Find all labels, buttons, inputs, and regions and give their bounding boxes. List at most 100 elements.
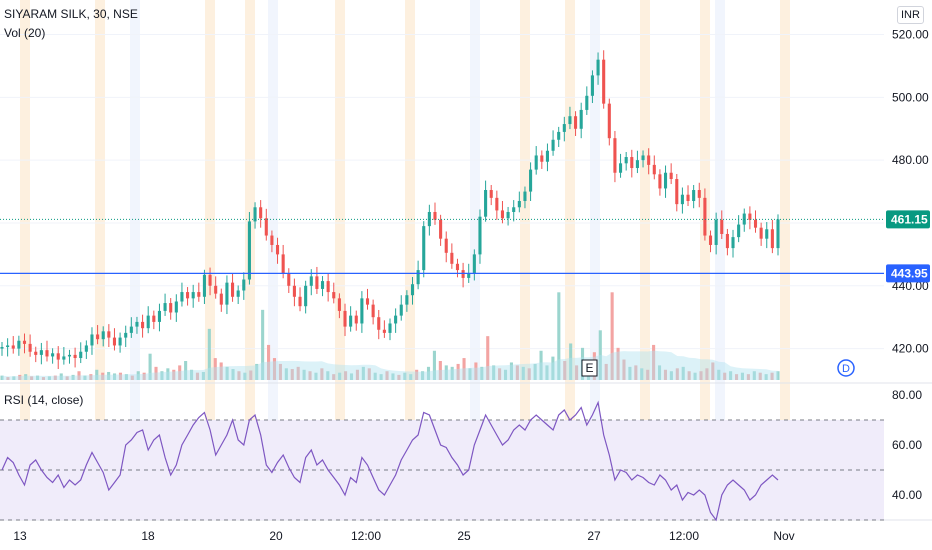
candle-body [590, 75, 594, 96]
candle-body [416, 270, 420, 285]
volume-bar [261, 309, 265, 380]
session-band [715, 0, 725, 520]
volume-bar [391, 373, 395, 380]
volume-bar [480, 366, 484, 380]
volume-bar [373, 372, 377, 380]
candle-body [377, 317, 381, 330]
candle-body [287, 273, 291, 286]
volume-bar [758, 372, 762, 380]
volume-bar [776, 371, 780, 380]
candle-body [512, 207, 516, 212]
volume-bar [474, 362, 478, 380]
candle-body [495, 197, 499, 211]
dividend-marker: D [842, 363, 850, 375]
volume-bar [723, 372, 727, 380]
price-tick-label: 420.00 [892, 342, 929, 356]
candle-body [765, 229, 769, 239]
candle-body [382, 329, 386, 333]
candle-body [663, 172, 668, 189]
volume-bar [231, 369, 235, 380]
volume-bar [338, 372, 342, 380]
candle-body [231, 282, 235, 297]
candle-body [304, 285, 308, 307]
volume-bar [0, 375, 4, 380]
volume-bar [563, 361, 567, 380]
rsi-indicator-label: RSI (14, close) [4, 393, 84, 407]
volume-bar [326, 371, 330, 380]
candle-body [422, 226, 426, 271]
volume-bar [385, 371, 389, 380]
candle-body [96, 334, 100, 340]
volume-bar [35, 375, 40, 380]
candle-body [613, 138, 617, 173]
volume-bar [355, 369, 359, 380]
candle-body [51, 353, 55, 357]
volume-bar [717, 369, 721, 380]
price-tick-label: 500.00 [892, 90, 929, 104]
volume-bar [610, 292, 614, 380]
volume-bar [107, 371, 111, 380]
session-band [130, 0, 140, 520]
candle-body [259, 207, 263, 219]
volume-bar [604, 363, 608, 380]
rsi-tick-label: 80.00 [892, 388, 922, 402]
candle-body [67, 354, 72, 357]
volume-bar [663, 369, 667, 380]
candle-body [28, 343, 32, 352]
candle-body [585, 95, 589, 110]
candle-body [365, 298, 370, 305]
candle-body [79, 351, 83, 359]
volume-bar [740, 372, 745, 380]
currency-badge[interactable]: INR [897, 6, 924, 24]
volume-bar [521, 366, 525, 380]
candle-body [624, 157, 628, 164]
volume-bar [693, 372, 697, 380]
volume-bar [415, 369, 419, 380]
volume-bar [296, 366, 300, 380]
volume-bar [551, 356, 555, 380]
volume-bar [622, 359, 626, 380]
time-axis: 13 18 20 12:00 25 27 12:00 Nov [13, 529, 794, 543]
volume-bar [332, 374, 336, 380]
candle-body [208, 274, 212, 286]
candle-body [529, 169, 533, 192]
volume-bar [367, 368, 371, 380]
candle-body [118, 337, 122, 346]
candle-body [489, 190, 493, 198]
support-price-tag-bg [886, 264, 930, 283]
volume-bar [628, 366, 632, 380]
candle-body [202, 274, 206, 297]
candle-body [62, 356, 66, 360]
volume-bar [421, 371, 425, 380]
candle-body [607, 103, 611, 139]
candle-body [579, 109, 583, 129]
candle-body [455, 263, 460, 271]
candle-body [275, 244, 280, 255]
volume-bar [509, 362, 513, 380]
time-tick-label: 12:00 [351, 529, 381, 543]
candle-body [6, 345, 10, 348]
candle-body [692, 190, 696, 201]
candle-body [11, 345, 15, 349]
candle-body [214, 285, 218, 294]
candle-body [630, 157, 634, 169]
session-band [565, 0, 575, 520]
candle-body [17, 340, 21, 349]
time-tick-label: 18 [141, 529, 155, 543]
candle-body [292, 285, 296, 297]
volume-bar [687, 371, 691, 380]
volume-bar [432, 350, 436, 380]
candle-body [534, 155, 538, 170]
volume-bar [498, 368, 502, 380]
candle-body [129, 326, 133, 333]
candle-body [39, 350, 43, 355]
candle-body [506, 211, 510, 219]
volume-bar [640, 368, 644, 380]
time-tick-label: 13 [13, 529, 27, 543]
candle-body [675, 179, 679, 205]
candle-body [191, 292, 195, 299]
candle-body [450, 252, 454, 264]
volume-bar [278, 363, 282, 380]
volume-bar [284, 368, 288, 380]
